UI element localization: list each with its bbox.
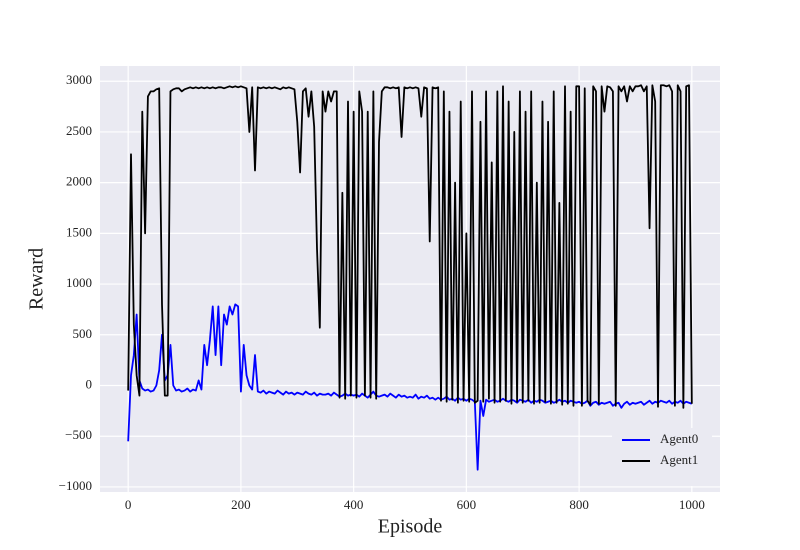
y-tick-label: 2000	[66, 174, 92, 189]
series-line	[127, 303, 693, 471]
x-tick-label: 400	[344, 497, 364, 512]
x-tick-label: 200	[231, 497, 251, 512]
y-tick-label: 2500	[66, 123, 92, 138]
y-tick-label: 1000	[66, 275, 92, 290]
y-tick-label: −500	[65, 427, 92, 442]
series-line	[127, 84, 693, 409]
y-tick-label: 0	[86, 376, 93, 391]
y-tick-label: 1500	[66, 224, 92, 239]
x-tick-label: 800	[569, 497, 589, 512]
x-tick-label: 1000	[679, 497, 705, 512]
y-axis-title: Reward	[26, 248, 48, 310]
legend-box	[612, 428, 712, 486]
y-tick-label: 500	[73, 326, 93, 341]
x-tick-label: 600	[457, 497, 477, 512]
x-tick-label: 0	[125, 497, 132, 512]
legend-label: Agent0	[660, 431, 698, 446]
x-axis-title: Episode	[378, 516, 443, 538]
y-tick-label: 3000	[66, 72, 92, 87]
legend-label: Agent1	[660, 452, 698, 467]
y-tick-label: −1000	[59, 478, 92, 493]
